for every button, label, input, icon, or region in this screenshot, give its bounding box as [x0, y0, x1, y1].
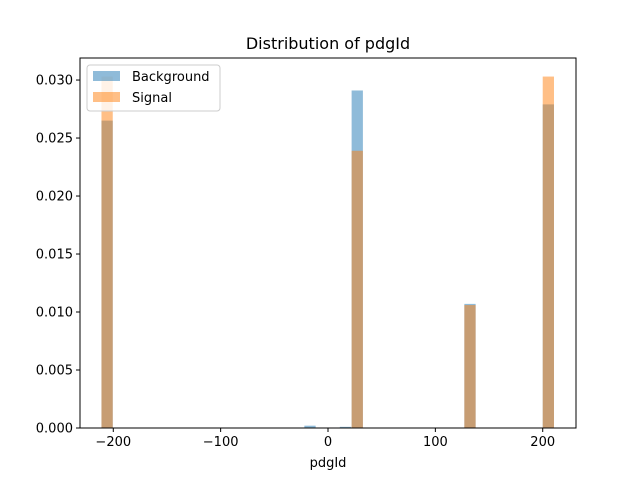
bar-background-2 [339, 426, 352, 428]
y-tick-label: 0.015 [36, 248, 73, 263]
bar-signal-1 [351, 150, 363, 428]
chart-title: Distribution of pdgId [246, 34, 410, 53]
y-tick-label: 0.010 [36, 306, 73, 321]
y-tick-label: 0.025 [36, 132, 73, 147]
legend-swatch-signal [93, 92, 120, 102]
y-tick-label: 0.005 [36, 364, 73, 379]
legend-label-signal: Signal [132, 91, 172, 106]
y-axis: 0.000 0.005 0.010 0.015 0.020 0.025 0.030 [36, 74, 80, 437]
x-axis-label: pdgId [310, 456, 347, 471]
x-tick-label: 0 [324, 435, 332, 450]
x-tick-label: 200 [530, 435, 555, 450]
x-tick-label: −100 [203, 435, 239, 450]
bar-signal-0 [101, 76, 113, 429]
y-tick-label: 0.030 [36, 74, 73, 89]
legend-swatch-background [93, 71, 120, 81]
x-tick-label: −200 [95, 435, 131, 450]
y-tick-label: 0.020 [36, 190, 73, 205]
legend: Background Signal [86, 64, 221, 112]
bar-signal-3 [542, 76, 554, 429]
bar-background-1 [304, 425, 316, 428]
y-tick-label: 0.000 [36, 422, 73, 437]
legend-box [86, 64, 221, 112]
x-tick-label: 100 [423, 435, 448, 450]
x-axis: −200 −100 0 100 200 [95, 428, 555, 450]
legend-label-background: Background [132, 70, 210, 85]
bar-signal-2 [464, 305, 476, 428]
plot-frame [79, 57, 577, 429]
bars-layer [101, 76, 554, 429]
